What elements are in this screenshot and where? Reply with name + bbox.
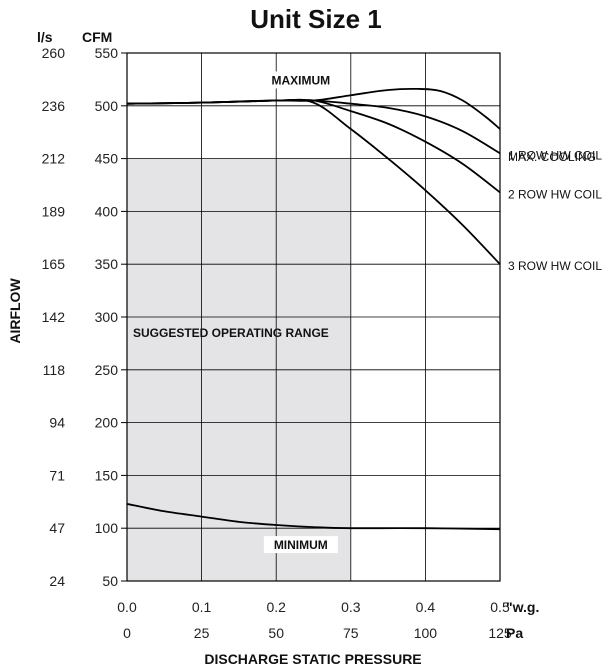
performance-curves bbox=[126, 87, 501, 531]
x-tick-label-pa: 50 bbox=[268, 625, 284, 641]
x-tick-label-wg: 0.3 bbox=[341, 599, 361, 615]
maximum-label: MAXIMUM bbox=[271, 73, 330, 87]
y-tick-label-cfm: 250 bbox=[95, 362, 119, 378]
minimum-label-background bbox=[263, 536, 338, 554]
y-tick-label-ls: 47 bbox=[49, 520, 65, 536]
y-tick-label-cfm: 450 bbox=[95, 151, 119, 167]
x-unit-wg: "w.g. bbox=[506, 599, 539, 615]
x-tick-label-pa: 75 bbox=[343, 625, 359, 641]
operating-range-label: SUGGESTED OPERATING RANGE bbox=[133, 326, 329, 340]
chart-title: Unit Size 1 bbox=[250, 4, 381, 34]
y-tick-label-ls: 24 bbox=[49, 573, 65, 589]
y-tick-label-ls: 260 bbox=[42, 45, 66, 61]
y-tick-label-ls: 118 bbox=[43, 362, 66, 378]
y-unit-ls: l/s bbox=[37, 29, 53, 45]
y-tick-label-ls: 71 bbox=[49, 467, 65, 483]
y-axis-title: AIRFLOW bbox=[7, 278, 23, 344]
y-tick-label-cfm: 350 bbox=[95, 256, 119, 272]
y-tick-label-cfm: 400 bbox=[95, 203, 119, 219]
x-unit-pa: Pa bbox=[506, 625, 523, 641]
y-tick-label-cfm: 100 bbox=[95, 520, 119, 536]
curve-1-row-hw-coil bbox=[126, 99, 501, 155]
x-tick-label-wg: 0.4 bbox=[416, 599, 436, 615]
y-unit-cfm: CFM bbox=[82, 29, 112, 45]
x-axis-ticks: 0.0 0 0.1 25 0.2 50 0.3 75 0.4 100 0.5 125 bbox=[117, 599, 512, 641]
y-tick-label-cfm: 500 bbox=[95, 98, 119, 114]
curve-label-1-row-hw-coil: 1 ROW HW COIL bbox=[508, 148, 602, 162]
curve-label-3-row-hw-coil: 3 ROW HW COIL bbox=[508, 259, 602, 273]
y-tick-label-cfm: 300 bbox=[95, 309, 119, 325]
x-axis-title: DISCHARGE STATIC PRESSURE bbox=[204, 651, 421, 667]
y-tick-label-ls: 212 bbox=[42, 151, 66, 167]
x-tick-label-pa: 0 bbox=[123, 625, 131, 641]
curve-label-max-cooling: MAX. COOLING bbox=[508, 150, 596, 164]
x-tick-label-pa: 125 bbox=[488, 625, 512, 641]
y-tick-label-cfm: 550 bbox=[95, 45, 119, 61]
x-tick-label-wg: 0.5 bbox=[490, 599, 510, 615]
y-tick-label-ls: 236 bbox=[42, 98, 66, 114]
curve-label-2-row-hw-coil: 2 ROW HW COIL bbox=[508, 187, 602, 201]
y-axis-ticks: 260 550 236 500 212 450 189 400 165 350 142 300 118 2… bbox=[42, 45, 127, 589]
x-tick-label-wg: 0.1 bbox=[192, 599, 212, 615]
y-tick-label-cfm: 200 bbox=[95, 415, 119, 431]
y-tick-label-ls: 189 bbox=[42, 203, 66, 219]
y-tick-label-ls: 142 bbox=[42, 309, 66, 325]
x-tick-label-wg: 0.0 bbox=[117, 599, 137, 615]
curve-minimum bbox=[126, 503, 501, 531]
x-tick-label-wg: 0.2 bbox=[266, 599, 286, 615]
x-tick-label-pa: 100 bbox=[414, 625, 438, 641]
y-tick-label-ls: 94 bbox=[49, 415, 65, 431]
curve-3-row-hw-coil bbox=[126, 98, 501, 265]
maximum-label-background bbox=[263, 71, 338, 89]
plot-frame bbox=[126, 52, 501, 582]
y-tick-label-cfm: 150 bbox=[95, 467, 119, 483]
y-tick-label-ls: 165 bbox=[42, 256, 66, 272]
y-tick-label-cfm: 50 bbox=[102, 573, 118, 589]
minimum-label: MINIMUM bbox=[274, 538, 328, 552]
x-tick-label-pa: 25 bbox=[194, 625, 210, 641]
